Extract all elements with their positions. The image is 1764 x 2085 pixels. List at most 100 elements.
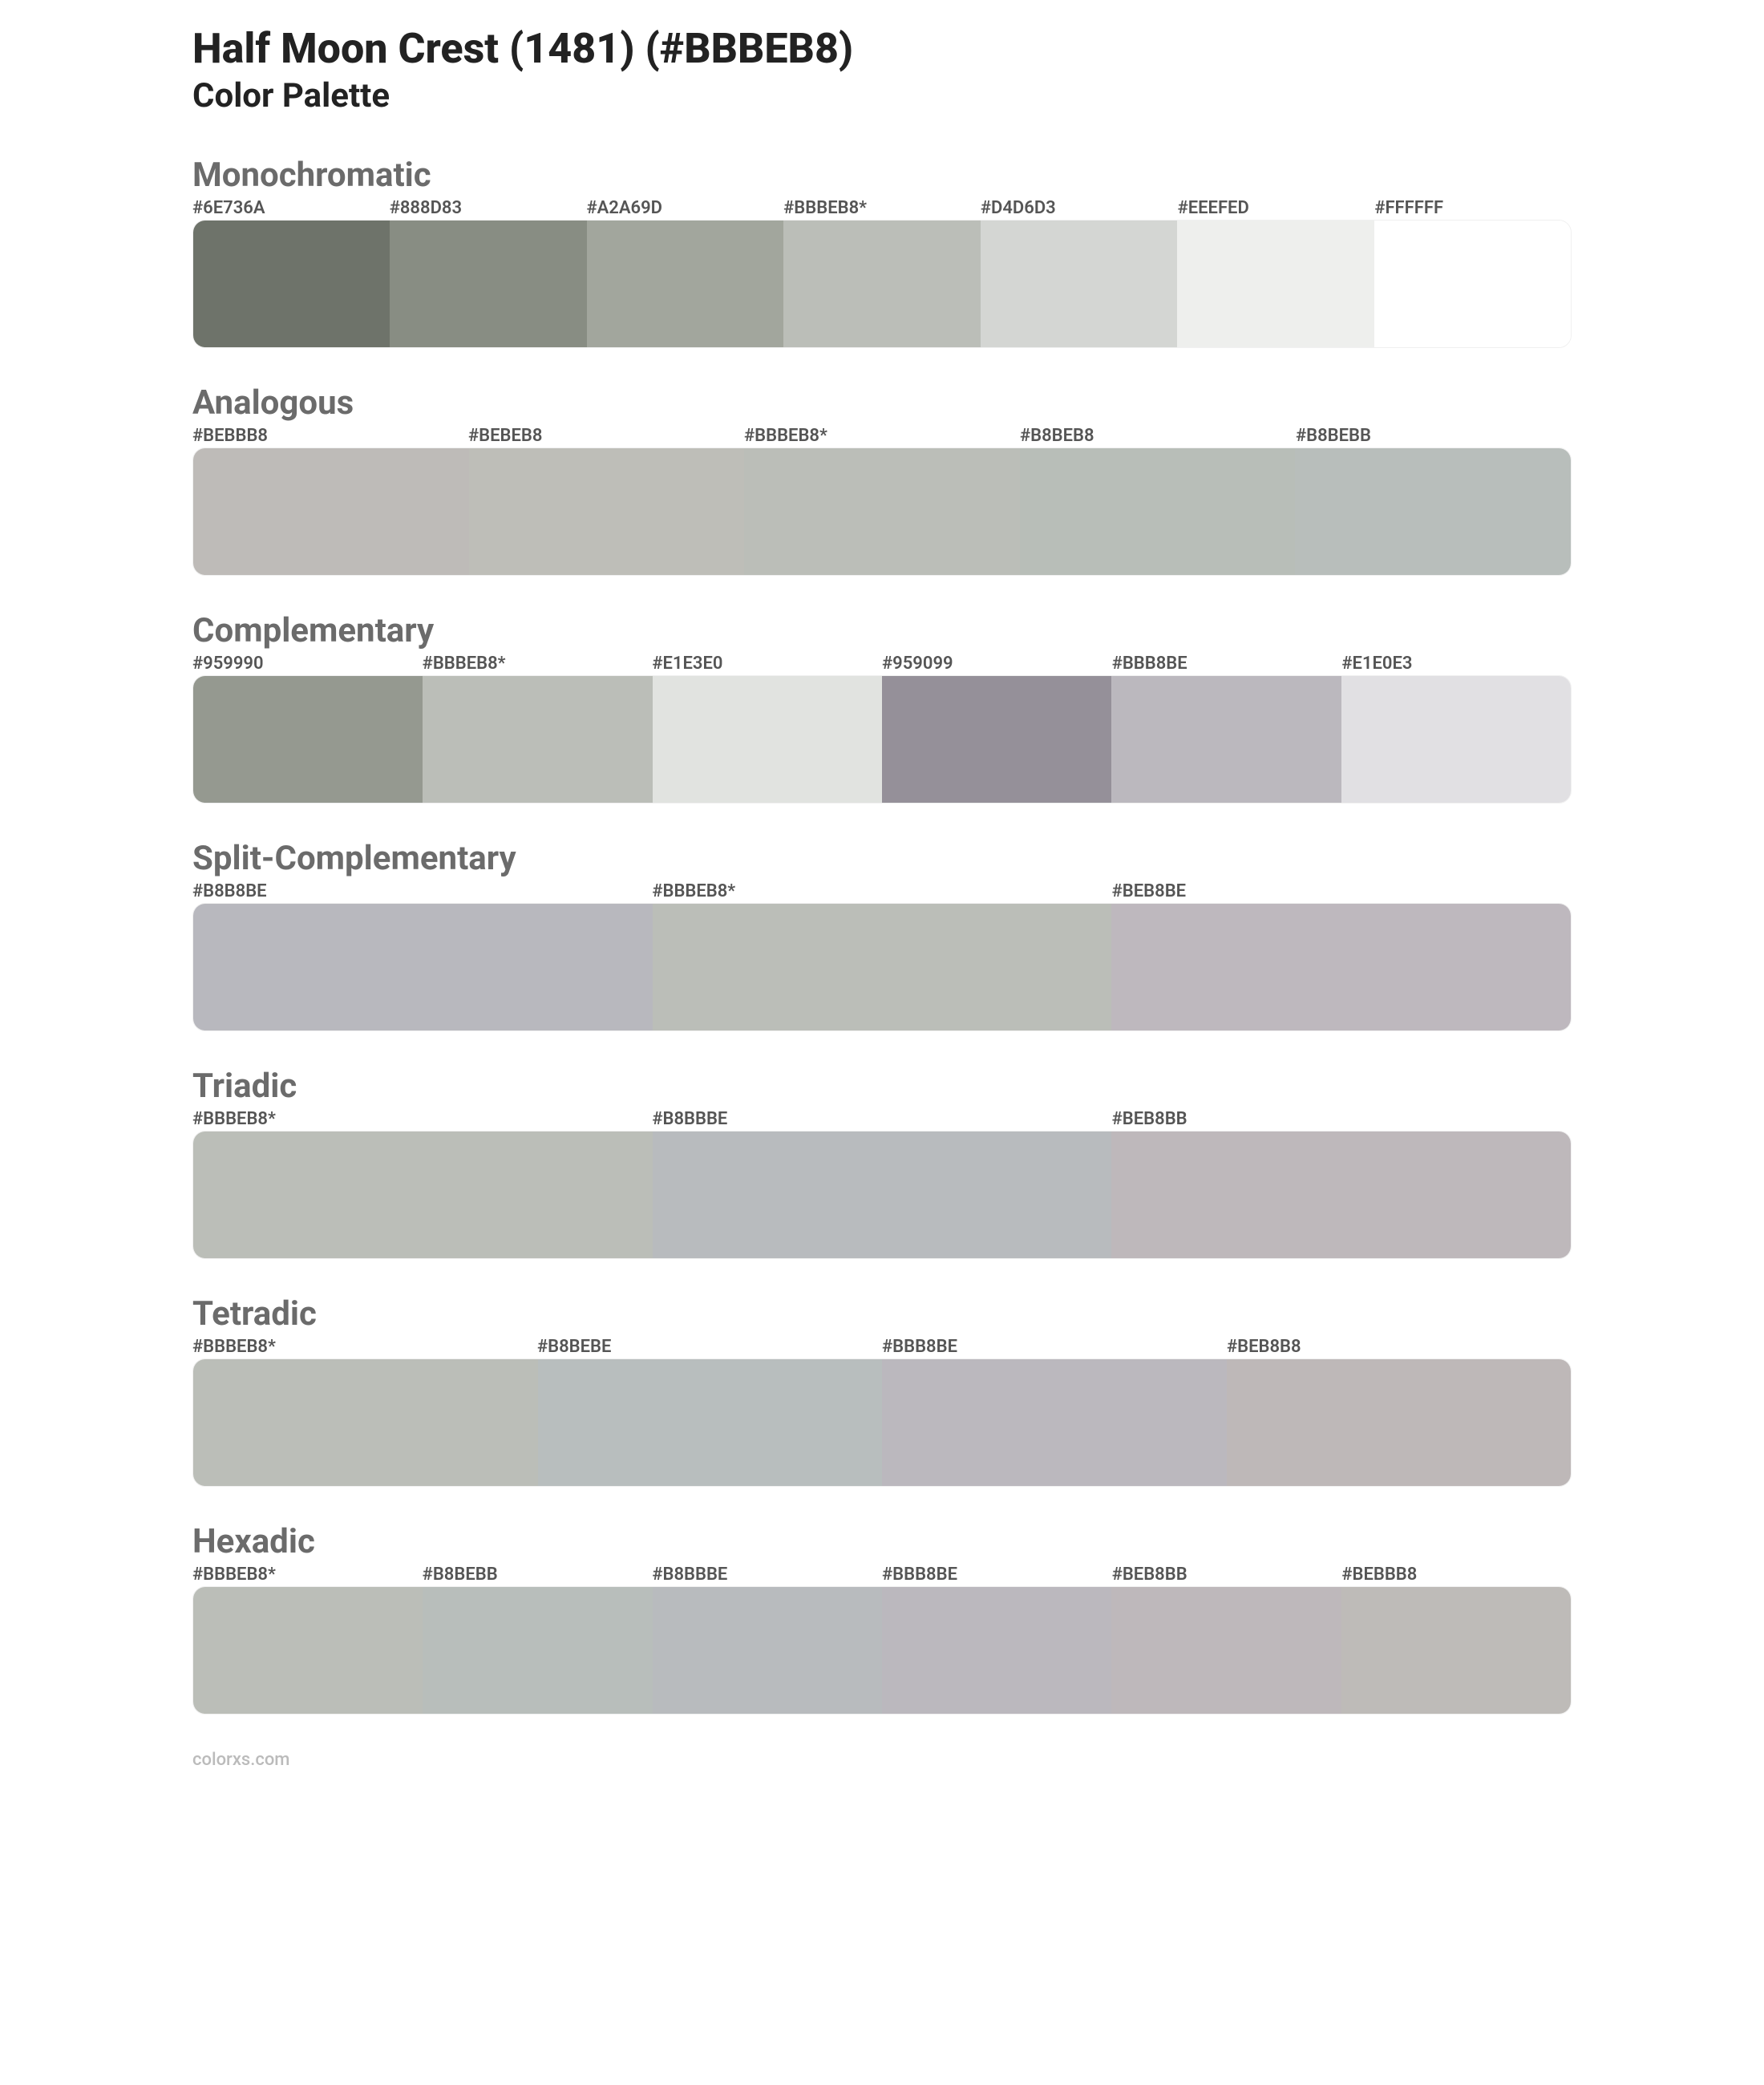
color-swatch[interactable] <box>882 1587 1111 1714</box>
swatch-label: #959990 <box>192 654 423 674</box>
color-swatch[interactable] <box>1341 1587 1571 1714</box>
color-swatch[interactable] <box>1111 676 1341 803</box>
color-swatch[interactable] <box>193 448 469 575</box>
swatch-labels: #BBBEB8*#B8BEBB#B8BBBE#BBB8BE#BEB8BB#BEB… <box>192 1565 1572 1585</box>
color-swatch[interactable] <box>653 904 1112 1030</box>
swatch-label: #BEB8BE <box>1112 881 1572 901</box>
color-swatch[interactable] <box>423 676 652 803</box>
color-swatch[interactable] <box>1111 904 1571 1030</box>
color-swatch[interactable] <box>1020 448 1296 575</box>
swatch-label: #BBBEB8* <box>192 1337 537 1357</box>
swatch-label: #BEBBB8 <box>192 426 468 446</box>
color-swatch[interactable] <box>653 1132 1112 1258</box>
color-swatch[interactable] <box>1111 1132 1571 1258</box>
swatch-row <box>192 220 1572 348</box>
swatch-row <box>192 903 1572 1031</box>
swatch-row <box>192 447 1572 576</box>
section-title: Analogous <box>192 383 1572 423</box>
color-swatch[interactable] <box>1374 221 1571 347</box>
color-swatch[interactable] <box>193 221 390 347</box>
swatch-label: #BBBEB8* <box>423 654 653 674</box>
color-swatch[interactable] <box>1177 221 1374 347</box>
section-title: Monochromatic <box>192 156 1572 195</box>
palette-sections: Monochromatic#6E736A#888D83#A2A69D#BBBEB… <box>192 156 1572 1715</box>
palette-section: Complementary #959990#BBBEB8*#E1E3E0#9590… <box>192 611 1572 804</box>
color-swatch[interactable] <box>981 221 1177 347</box>
swatch-label: #BBBEB8* <box>652 881 1111 901</box>
swatch-label: #888D83 <box>390 198 587 218</box>
swatch-label: #BEBBB8 <box>1341 1565 1572 1585</box>
swatch-label: #E1E3E0 <box>652 654 882 674</box>
swatch-label: #6E736A <box>192 198 390 218</box>
swatch-label: #EEEFED <box>1178 198 1375 218</box>
swatch-label: #BEB8BB <box>1112 1109 1572 1129</box>
palette-section: Triadic #BBBEB8*#B8BBBE#BEB8BB <box>192 1067 1572 1259</box>
color-swatch[interactable] <box>882 676 1111 803</box>
palette-section: Tetradic #BBBEB8*#B8BEBE#BBB8BE#BEB8B8 <box>192 1294 1572 1487</box>
swatch-label: #BBB8BE <box>882 1565 1112 1585</box>
color-swatch[interactable] <box>1341 676 1571 803</box>
page-title: Half Moon Crest (1481) (#BBBEB8) <box>192 24 1572 73</box>
swatch-labels: #6E736A#888D83#A2A69D#BBBEB8*#D4D6D3#EEE… <box>192 198 1572 218</box>
swatch-label: #A2A69D <box>586 198 783 218</box>
swatch-labels: #BBBEB8*#B8BBBE#BEB8BB <box>192 1109 1572 1129</box>
swatch-labels: #B8B8BE#BBBEB8*#BEB8BE <box>192 881 1572 901</box>
swatch-label: #959099 <box>882 654 1112 674</box>
section-title: Split-Complementary <box>192 839 1572 878</box>
palette-section: Analogous #BEBBB8#BEBEB8#BBBEB8*#B8BEB8#B… <box>192 383 1572 576</box>
swatch-row <box>192 1358 1572 1487</box>
swatch-labels: #BBBEB8*#B8BEBE#BBB8BE#BEB8B8 <box>192 1337 1572 1357</box>
swatch-label: #B8BBBE <box>652 1109 1111 1129</box>
color-swatch[interactable] <box>783 221 980 347</box>
swatch-label: #B8BEBB <box>423 1565 653 1585</box>
color-swatch[interactable] <box>653 676 882 803</box>
swatch-label: #BEB8BB <box>1112 1565 1342 1585</box>
color-swatch[interactable] <box>193 676 423 803</box>
palette-section: Monochromatic #6E736A#888D83#A2A69D#BBBEB… <box>192 156 1572 348</box>
color-swatch[interactable] <box>469 448 745 575</box>
swatch-label: #BBB8BE <box>1112 654 1342 674</box>
swatch-label: #BBB8BE <box>882 1337 1227 1357</box>
footer-credit: colorxs.com <box>192 1750 1572 1770</box>
section-title: Complementary <box>192 611 1572 650</box>
section-title: Hexadic <box>192 1522 1572 1561</box>
color-swatch[interactable] <box>538 1359 883 1486</box>
swatch-label: #B8BEBE <box>537 1337 882 1357</box>
swatch-label: #B8B8BE <box>192 881 652 901</box>
color-swatch[interactable] <box>1111 1587 1341 1714</box>
swatch-row <box>192 1131 1572 1259</box>
color-swatch[interactable] <box>390 221 586 347</box>
color-swatch[interactable] <box>193 1587 423 1714</box>
swatch-label: #BBBEB8* <box>192 1109 652 1129</box>
color-swatch[interactable] <box>1227 1359 1572 1486</box>
palette-section: Split-Complementary #B8B8BE#BBBEB8*#BEB8B… <box>192 839 1572 1031</box>
swatch-label: #BEB8B8 <box>1227 1337 1572 1357</box>
color-swatch[interactable] <box>193 1132 653 1258</box>
swatch-label: #BBBEB8* <box>192 1565 423 1585</box>
color-swatch[interactable] <box>423 1587 652 1714</box>
swatch-label: #B8BEB8 <box>1020 426 1296 446</box>
color-swatch[interactable] <box>882 1359 1227 1486</box>
color-swatch[interactable] <box>1295 448 1571 575</box>
page-subtitle: Color Palette <box>192 76 1572 115</box>
swatch-labels: #BEBBB8#BEBEB8#BBBEB8*#B8BEB8#B8BEBB <box>192 426 1572 446</box>
swatch-label: #E1E0E3 <box>1341 654 1572 674</box>
swatch-label: #BEBEB8 <box>468 426 744 446</box>
color-swatch[interactable] <box>193 1359 538 1486</box>
swatch-row <box>192 675 1572 804</box>
swatch-row <box>192 1586 1572 1715</box>
swatch-label: #BBBEB8* <box>783 198 981 218</box>
swatch-labels: #959990#BBBEB8*#E1E3E0#959099#BBB8BE#E1E… <box>192 654 1572 674</box>
palette-section: Hexadic#BBBEB8*#B8BEBB#B8BBBE#BBB8BE#BEB… <box>192 1522 1572 1715</box>
color-swatch[interactable] <box>653 1587 882 1714</box>
swatch-label: #B8BEBB <box>1296 426 1572 446</box>
swatch-label: #FFFFFF <box>1374 198 1572 218</box>
section-title: Triadic <box>192 1067 1572 1106</box>
swatch-label: #B8BBBE <box>652 1565 882 1585</box>
section-title: Tetradic <box>192 1294 1572 1334</box>
color-swatch[interactable] <box>193 904 653 1030</box>
color-swatch[interactable] <box>587 221 783 347</box>
swatch-label: #D4D6D3 <box>981 198 1178 218</box>
color-swatch[interactable] <box>744 448 1020 575</box>
swatch-label: #BBBEB8* <box>744 426 1020 446</box>
